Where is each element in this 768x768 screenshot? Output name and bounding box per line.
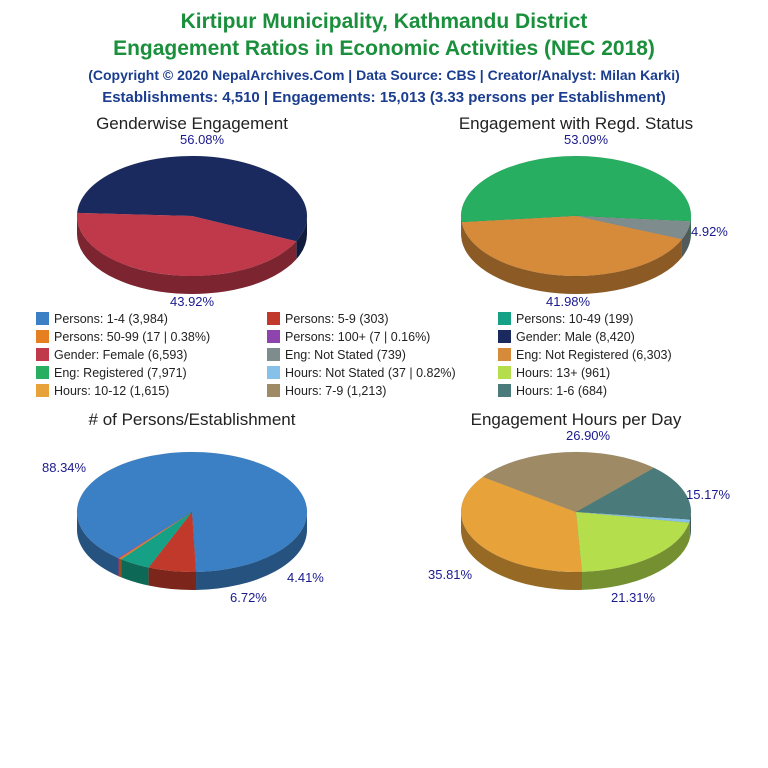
top-row: Genderwise Engagement 56.08%43.92% Engag…	[0, 114, 768, 306]
legend-swatch	[267, 384, 280, 397]
legend-swatch	[267, 348, 280, 361]
pie-hours: 35.81%26.90%15.17%21.31%	[436, 432, 716, 602]
legend-item: Hours: 7-9 (1,213)	[267, 384, 492, 398]
legend-item: Gender: Female (6,593)	[36, 348, 261, 362]
legend-item: Persons: 5-9 (303)	[267, 312, 492, 326]
legend-swatch	[36, 384, 49, 397]
legend-label: Persons: 100+ (7 | 0.16%)	[285, 330, 430, 344]
pie-regd: 53.09%4.92%41.98%	[436, 136, 716, 306]
legend-item: Hours: 10-12 (1,615)	[36, 384, 261, 398]
legend: Persons: 1-4 (3,984) Persons: 5-9 (303) Pe…	[0, 306, 768, 402]
pct-label: 43.92%	[170, 294, 214, 309]
title-line-2: Engagement Ratios in Economic Activities…	[113, 37, 655, 60]
legend-label: Gender: Male (8,420)	[516, 330, 635, 344]
legend-item: Eng: Registered (7,971)	[36, 366, 261, 380]
legend-label: Hours: 13+ (961)	[516, 366, 610, 380]
legend-item: Persons: 100+ (7 | 0.16%)	[267, 330, 492, 344]
pct-label: 4.41%	[287, 570, 324, 585]
legend-item: Hours: Not Stated (37 | 0.82%)	[267, 366, 492, 380]
bottom-row: # of Persons/Establishment 88.34% 6.72% 4.…	[0, 410, 768, 602]
subtitle: (Copyright © 2020 NepalArchives.Com | Da…	[0, 67, 768, 83]
legend-swatch	[267, 330, 280, 343]
legend-swatch	[36, 348, 49, 361]
legend-label: Hours: 7-9 (1,213)	[285, 384, 386, 398]
legend-swatch	[36, 330, 49, 343]
pie-persons: 88.34%6.72%4.41%	[52, 432, 332, 602]
legend-swatch	[498, 312, 511, 325]
legend-item: Eng: Not Registered (6,303)	[498, 348, 723, 362]
pct-label: 4.92%	[691, 224, 728, 239]
pct-label: 21.31%	[611, 590, 655, 605]
chart-gender-title: Genderwise Engagement	[12, 114, 372, 134]
main-title: Kirtipur Municipality, Kathmandu Distric…	[0, 0, 768, 63]
legend-label: Eng: Not Stated (739)	[285, 348, 406, 362]
legend-label: Hours: 10-12 (1,615)	[54, 384, 169, 398]
legend-swatch	[498, 384, 511, 397]
legend-item: Gender: Male (8,420)	[498, 330, 723, 344]
chart-persons: # of Persons/Establishment 88.34% 6.72% 4.…	[12, 410, 372, 602]
pct-label: 56.08%	[180, 132, 224, 147]
legend-label: Gender: Female (6,593)	[54, 348, 187, 362]
chart-regd-title: Engagement with Regd. Status	[396, 114, 756, 134]
legend-item: Hours: 1-6 (684)	[498, 384, 723, 398]
chart-regd: Engagement with Regd. Status 53.09%4.92%…	[396, 114, 756, 306]
legend-label: Hours: 1-6 (684)	[516, 384, 607, 398]
legend-label: Persons: 1-4 (3,984)	[54, 312, 168, 326]
legend-label: Persons: 10-49 (199)	[516, 312, 633, 326]
legend-swatch	[36, 312, 49, 325]
legend-item: Persons: 10-49 (199)	[498, 312, 723, 326]
legend-swatch	[498, 330, 511, 343]
pct-label: 41.98%	[546, 294, 590, 309]
chart-hours-title: Engagement Hours per Day	[396, 410, 756, 430]
legend-label: Persons: 50-99 (17 | 0.38%)	[54, 330, 210, 344]
pct-label: 88.34%	[42, 460, 86, 475]
legend-item: Persons: 1-4 (3,984)	[36, 312, 261, 326]
title-line-1: Kirtipur Municipality, Kathmandu Distric…	[181, 10, 588, 33]
legend-label: Persons: 5-9 (303)	[285, 312, 389, 326]
chart-hours: Engagement Hours per Day 35.81%26.90%15.…	[396, 410, 756, 602]
legend-item: Persons: 50-99 (17 | 0.38%)	[36, 330, 261, 344]
pct-label: 26.90%	[566, 428, 610, 443]
legend-swatch	[498, 366, 511, 379]
legend-swatch	[36, 366, 49, 379]
pct-label: 35.81%	[428, 567, 472, 582]
stats-line: Establishments: 4,510 | Engagements: 15,…	[0, 89, 768, 106]
legend-swatch	[267, 366, 280, 379]
infographic-root: Kirtipur Municipality, Kathmandu Distric…	[0, 0, 768, 768]
legend-item: Eng: Not Stated (739)	[267, 348, 492, 362]
legend-label: Eng: Registered (7,971)	[54, 366, 187, 380]
pct-label: 15.17%	[686, 487, 730, 502]
chart-persons-title: # of Persons/Establishment	[12, 410, 372, 430]
pct-label: 53.09%	[564, 132, 608, 147]
legend-swatch	[267, 312, 280, 325]
legend-label: Hours: Not Stated (37 | 0.82%)	[285, 366, 456, 380]
legend-label: Eng: Not Registered (6,303)	[516, 348, 672, 362]
legend-item: Hours: 13+ (961)	[498, 366, 723, 380]
pct-label: 6.72%	[230, 590, 267, 605]
legend-swatch	[498, 348, 511, 361]
chart-gender: Genderwise Engagement 56.08%43.92%	[12, 114, 372, 306]
pie-gender: 56.08%43.92%	[52, 136, 332, 306]
